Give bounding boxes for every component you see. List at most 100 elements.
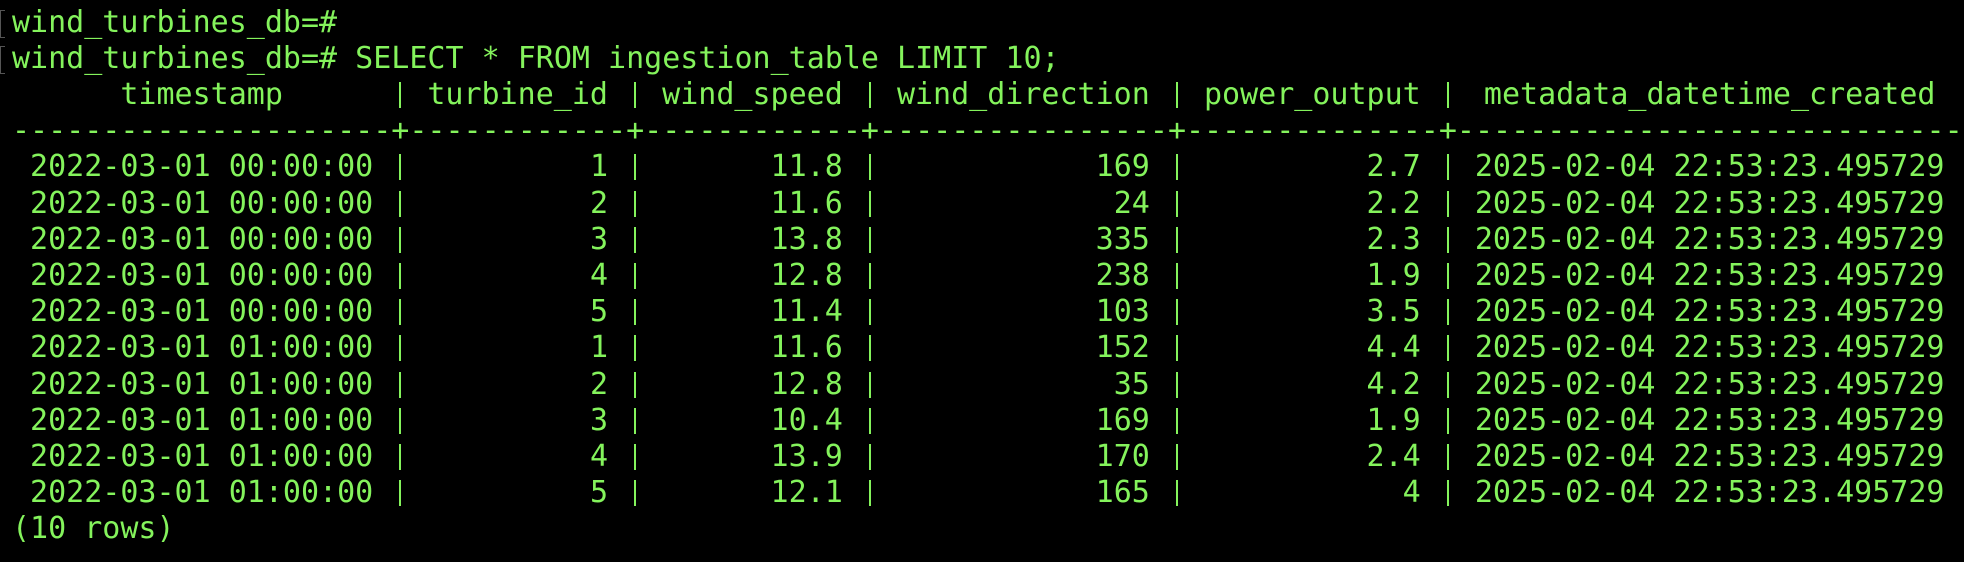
table-cell: 238	[1095, 257, 1150, 293]
scroll-marker	[0, 46, 5, 74]
column-header: timestamp	[120, 76, 283, 112]
column-divider	[391, 438, 410, 475]
column-header: turbine_id	[427, 76, 608, 112]
table-cell: 11.6	[770, 330, 843, 366]
table-cell: 2025-02-04 22:53:23.495729	[1474, 149, 1945, 185]
column-divider	[391, 402, 410, 439]
table-row: 2022-03-01 00:00:00 5 11.4 103 3.5 2025-02-04…	[12, 294, 1963, 331]
column-divider	[1167, 438, 1186, 475]
table-cell: 1.9	[1366, 257, 1421, 293]
prompt-line: wind_turbines_db=#	[12, 4, 338, 40]
table-row: 2022-03-01 01:00:00 4 13.9 170 2.4 2025-02-04…	[12, 438, 1963, 475]
table-cell: 5	[589, 294, 609, 330]
table-cell: 4.2	[1366, 366, 1421, 402]
table-cell: 2025-02-04 22:53:23.495729	[1474, 221, 1945, 257]
table-cell: 169	[1095, 149, 1150, 185]
table-row: 2022-03-01 01:00:00 3 10.4 169 1.9 2025-02-04…	[12, 402, 1963, 439]
column-divider	[1167, 185, 1186, 222]
column-divider	[860, 475, 879, 512]
column-divider	[391, 366, 410, 403]
column-divider	[1167, 149, 1186, 186]
table-row: 2022-03-01 00:00:00 1 11.8 169 2.7 2025-02-04…	[12, 149, 1963, 186]
table-cell: 10.4	[770, 402, 843, 438]
column-divider	[626, 330, 645, 367]
table-cell: 2022-03-01 01:00:00	[30, 475, 374, 511]
column-divider	[391, 221, 410, 258]
column-header: wind_direction	[896, 76, 1150, 112]
column-divider	[626, 366, 645, 403]
table-cell: 4.4	[1366, 330, 1421, 366]
column-divider	[1438, 185, 1457, 222]
table-cell: 2025-02-04 22:53:23.495729	[1474, 366, 1945, 402]
table-cell: 4	[589, 438, 609, 474]
table-cell: 13.9	[770, 438, 843, 474]
column-header: metadata_datetime_created	[1483, 76, 1936, 112]
column-divider	[860, 438, 879, 475]
table-cell: 1.9	[1366, 402, 1421, 438]
table-cell: 2022-03-01 01:00:00	[30, 438, 374, 474]
column-divider	[391, 294, 410, 331]
column-divider	[1438, 402, 1457, 439]
column-divider	[860, 149, 879, 186]
table-cell: 12.8	[770, 366, 843, 402]
table-cell: 12.8	[770, 257, 843, 293]
table-cell: 4	[589, 257, 609, 293]
table-cell: 11.6	[770, 185, 843, 221]
table-cell: 2025-02-04 22:53:23.495729	[1474, 294, 1945, 330]
column-header: wind_speed	[662, 76, 843, 112]
column-divider	[1438, 257, 1457, 294]
header-row: timestamp turbine_id wind_speed wind_direct…	[12, 76, 1963, 113]
table-cell: 2025-02-04 22:53:23.495729	[1474, 402, 1945, 438]
table-cell: 3	[589, 221, 609, 257]
table-row: 2022-03-01 01:00:00 5 12.1 165 4 2025-02-04 2…	[12, 475, 1963, 512]
table-cell: 12.1	[770, 475, 843, 511]
column-divider	[1438, 438, 1457, 475]
column-divider	[626, 221, 645, 258]
table-cell: 2025-02-04 22:53:23.495729	[1474, 475, 1945, 511]
table-cell: 2025-02-04 22:53:23.495729	[1474, 330, 1945, 366]
table-cell: 35	[1113, 366, 1150, 402]
table-cell: 1	[589, 149, 609, 185]
table-cell: 335	[1095, 221, 1150, 257]
column-divider	[626, 475, 645, 512]
table-cell: 2022-03-01 00:00:00	[30, 149, 374, 185]
column-divider	[391, 475, 410, 512]
table-cell: 2022-03-01 01:00:00	[30, 330, 374, 366]
column-divider	[1167, 294, 1186, 331]
column-divider	[1438, 366, 1457, 403]
column-divider	[1438, 294, 1457, 331]
column-divider	[860, 330, 879, 367]
separator-line: ---------------------+------------+-----…	[12, 113, 1963, 149]
column-divider	[1167, 257, 1186, 294]
column-divider	[626, 402, 645, 439]
table-row: 2022-03-01 01:00:00 2 12.8 35 4.2 2025-02-04 …	[12, 366, 1963, 403]
column-divider	[1438, 149, 1457, 186]
table-cell: 13.8	[770, 221, 843, 257]
table-cell: 11.4	[770, 294, 843, 330]
table-row: 2022-03-01 00:00:00 4 12.8 238 1.9 2025-02-04…	[12, 257, 1963, 294]
column-divider	[626, 438, 645, 475]
table-cell: 2.7	[1366, 149, 1421, 185]
table-cell: 2022-03-01 00:00:00	[30, 294, 374, 330]
table-row: 2022-03-01 00:00:00 2 11.6 24 2.2 2025-02-04 …	[12, 185, 1963, 222]
table-cell: 1	[589, 330, 609, 366]
column-divider	[1438, 76, 1457, 113]
column-divider	[860, 366, 879, 403]
table-cell: 5	[589, 475, 609, 511]
table-cell: 2025-02-04 22:53:23.495729	[1474, 185, 1945, 221]
table-cell: 24	[1113, 185, 1150, 221]
column-divider	[860, 221, 879, 258]
column-divider	[860, 257, 879, 294]
column-divider	[860, 402, 879, 439]
column-divider	[626, 149, 645, 186]
table-cell: 11.8	[770, 149, 843, 185]
table-cell: 2.2	[1366, 185, 1421, 221]
column-divider	[1438, 330, 1457, 367]
table-cell: 2022-03-01 00:00:00	[30, 257, 374, 293]
table-cell: 170	[1095, 438, 1150, 474]
table-cell: 3	[589, 402, 609, 438]
column-divider	[391, 330, 410, 367]
table-cell: 4	[1402, 475, 1421, 511]
column-divider	[860, 76, 879, 113]
